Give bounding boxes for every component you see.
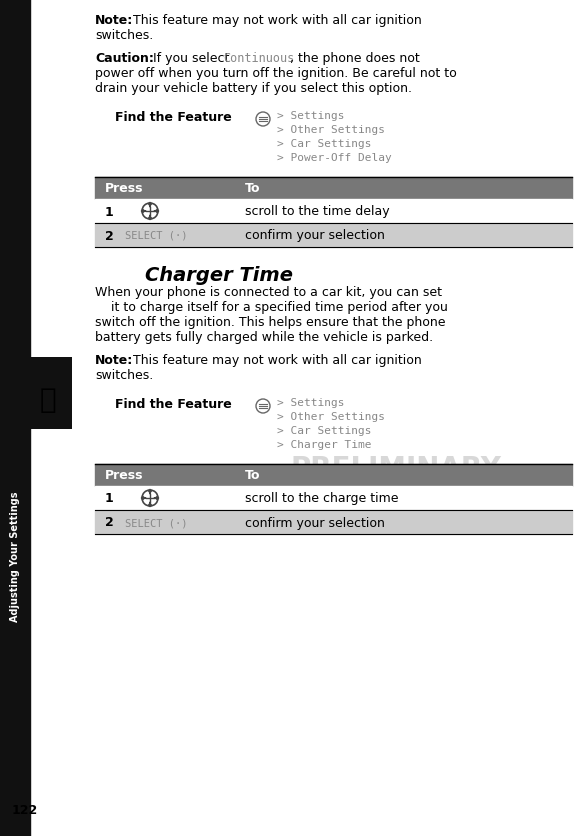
Text: > Power-Off Delay: > Power-Off Delay [277, 153, 392, 163]
Text: drain your vehicle battery if you select this option.: drain your vehicle battery if you select… [95, 82, 412, 95]
Text: PRELIMINARY: PRELIMINARY [320, 186, 530, 215]
Text: 1: 1 [105, 206, 113, 218]
FancyArrow shape [141, 497, 146, 500]
Text: > Other Settings: > Other Settings [277, 411, 385, 421]
Text: This feature may not work with all car ignition: This feature may not work with all car i… [133, 14, 422, 27]
Text: > Charger Time: > Charger Time [277, 440, 371, 450]
FancyArrow shape [154, 211, 159, 213]
Text: 1: 1 [105, 492, 113, 505]
Text: Note:: Note: [95, 354, 133, 366]
Text: > Car Settings: > Car Settings [277, 426, 371, 436]
Text: confirm your selection: confirm your selection [245, 229, 385, 242]
FancyArrow shape [148, 490, 151, 494]
FancyArrow shape [148, 502, 151, 507]
Text: switches.: switches. [95, 29, 153, 42]
FancyArrow shape [148, 216, 151, 221]
Text: If you select: If you select [153, 52, 233, 65]
Text: Press: Press [105, 469, 144, 482]
Text: confirm your selection: confirm your selection [245, 516, 385, 529]
Text: 122: 122 [12, 803, 38, 816]
Text: , the phone does not: , the phone does not [290, 52, 420, 65]
Text: it to charge itself for a specified time period after you: it to charge itself for a specified time… [95, 301, 448, 314]
Bar [95, 200, 572, 224]
Text: SELECT (·): SELECT (·) [125, 231, 187, 241]
Text: Continuous: Continuous [223, 52, 294, 65]
FancyArrow shape [148, 203, 151, 208]
Text: switch off the ignition. This helps ensure that the phone: switch off the ignition. This helps ensu… [95, 316, 445, 329]
Text: > Car Settings: > Car Settings [277, 139, 371, 149]
Text: Note:: Note: [95, 14, 133, 27]
Text: Caution:: Caution: [95, 52, 154, 65]
Bar [95, 178, 572, 200]
Text: scroll to the charge time: scroll to the charge time [245, 492, 399, 505]
Text: battery gets fully charged while the vehicle is parked.: battery gets fully charged while the veh… [95, 330, 433, 344]
Text: Charger Time: Charger Time [145, 266, 293, 285]
Text: To: To [245, 469, 261, 482]
Text: 2: 2 [105, 516, 113, 529]
Text: scroll to the time delay: scroll to the time delay [245, 206, 389, 218]
Bar [95, 487, 572, 511]
Bar [0, 358, 72, 430]
Bar [95, 465, 572, 487]
Text: > Settings: > Settings [277, 111, 345, 121]
Text: PRELIMINARY: PRELIMINARY [290, 454, 501, 482]
FancyArrow shape [154, 497, 159, 500]
Text: To: To [245, 182, 261, 196]
Text: Find the Feature: Find the Feature [115, 111, 232, 124]
Text: power off when you turn off the ignition. Be careful not to: power off when you turn off the ignition… [95, 67, 457, 80]
Bar [95, 511, 572, 534]
Text: > Settings: > Settings [277, 398, 345, 407]
Text: switches.: switches. [95, 369, 153, 381]
Text: Find the Feature: Find the Feature [115, 398, 232, 410]
FancyArrow shape [141, 211, 146, 213]
Text: This feature may not work with all car ignition: This feature may not work with all car i… [133, 354, 422, 366]
Bar [0, 0, 30, 836]
Text: When your phone is connected to a car kit, you can set: When your phone is connected to a car ki… [95, 286, 442, 298]
Text: > Other Settings: > Other Settings [277, 125, 385, 135]
Bar [95, 224, 572, 247]
Text: SELECT (·): SELECT (·) [125, 517, 187, 528]
Text: 🔧: 🔧 [40, 385, 56, 414]
Text: Adjusting Your Settings: Adjusting Your Settings [10, 492, 20, 621]
Text: Press: Press [105, 182, 144, 196]
Text: 2: 2 [105, 229, 113, 242]
